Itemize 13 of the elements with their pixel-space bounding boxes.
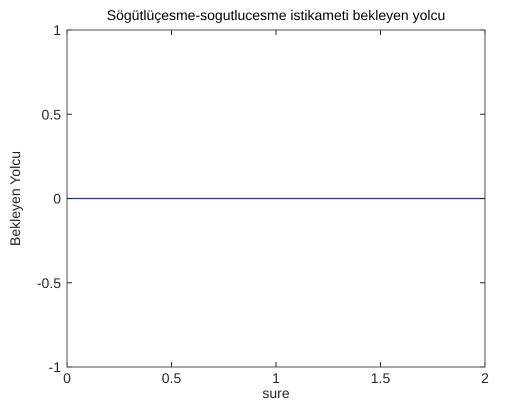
x-tick-label: 0.5 xyxy=(162,370,182,386)
y-tick-label: -1 xyxy=(48,359,62,375)
x-tick-label: 1 xyxy=(272,370,280,386)
x-tick-label: 0 xyxy=(63,370,72,386)
y-tick-label: -0.5 xyxy=(36,274,62,291)
y-tick-label: 0.5 xyxy=(42,106,62,122)
y-tick-label: 0 xyxy=(53,190,62,206)
y-tick-label: 1 xyxy=(53,22,62,38)
chart-title: Sögütlüçesme-sogutlucesme istikameti bekleyen yolcu xyxy=(106,7,446,23)
y-axis-title: Bekleyen Yolcu xyxy=(7,151,23,246)
x-axis-title: sure xyxy=(262,385,290,401)
x-tick-label: 1.5 xyxy=(370,370,390,386)
x-tick-label: 2 xyxy=(481,370,490,386)
